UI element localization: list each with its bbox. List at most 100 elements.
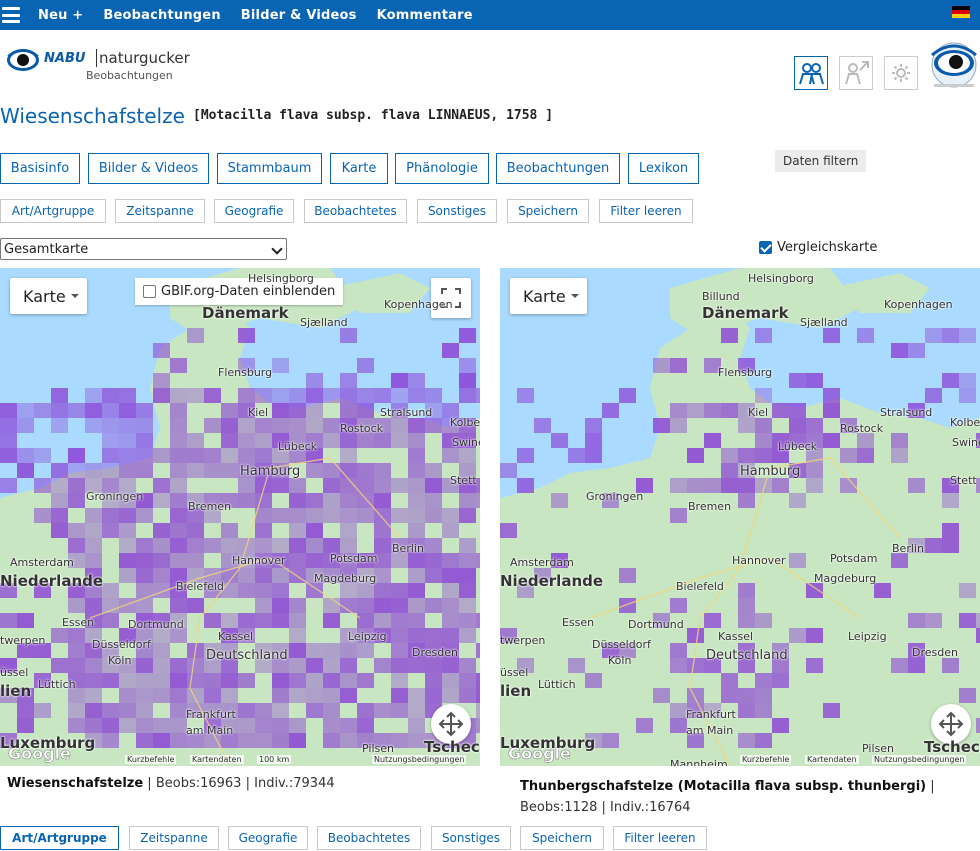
move-arrows-icon — [938, 711, 964, 737]
subfilter-species-group-bottom[interactable]: Art/Artgruppe — [0, 826, 119, 850]
map-city-label: Berlin — [892, 542, 924, 555]
caption-right: Thunbergschafstelze (Motacilla flava sub… — [520, 779, 935, 815]
subfilter-observed-bottom[interactable]: Beobachtetes — [317, 826, 421, 850]
subfilter-timespan-bottom[interactable]: Zeitspanne — [129, 826, 219, 850]
subfilter-save[interactable]: Speichern — [507, 199, 589, 223]
scale-label: 100 km — [257, 755, 292, 764]
map-base — [500, 268, 980, 766]
caption-right-name: Thunbergschafstelze (Motacilla flava sub… — [520, 779, 927, 794]
compare-map-label: Vergleichskarte — [777, 240, 878, 255]
map-type-select[interactable]: Gesamtkarte — [0, 238, 287, 260]
map-data-link[interactable]: Kartendaten — [805, 755, 859, 764]
tab-basisinfo[interactable]: Basisinfo — [0, 153, 80, 184]
gbif-toggle[interactable]: GBIF.org-Daten einblenden — [135, 278, 344, 305]
subfilter-misc-bottom[interactable]: Sonstiges — [431, 826, 511, 850]
map-type-dropdown[interactable]: Karte — [10, 278, 87, 314]
fullscreen-button[interactable] — [431, 278, 471, 318]
map-type-label: Karte — [23, 286, 66, 306]
map-city-label: Düsseldorf — [592, 638, 651, 651]
map-city-label: Deutschland — [206, 648, 288, 663]
user-login-icon[interactable] — [839, 56, 873, 90]
german-flag-icon[interactable] — [952, 6, 970, 18]
subfilter-geography-bottom[interactable]: Geografie — [228, 826, 308, 850]
subfilter-species-group[interactable]: Art/Artgruppe — [0, 199, 106, 223]
nav-observations[interactable]: Beobachtungen — [103, 7, 221, 23]
map-city-label: Kassel — [718, 630, 754, 643]
map-city-label: Potsdam — [330, 552, 378, 565]
google-logo: Google — [508, 744, 571, 763]
map-city-label: Bremen — [688, 500, 732, 513]
map-country-label: Dänemark — [702, 304, 789, 322]
map-city-label: Groningen — [86, 490, 144, 503]
map-country-label: Niederlande — [500, 572, 604, 590]
map-country-label: Tschec — [424, 738, 480, 756]
map-city-label: Bielefeld — [176, 580, 224, 593]
map-city-label: Swinemü — [952, 436, 980, 449]
map-data-link[interactable]: Kartendaten — [190, 755, 244, 764]
shortcuts-link[interactable]: Kurzbefehle — [740, 755, 792, 764]
observation-grid-right — [500, 328, 980, 748]
map-city-label: Hamburg — [740, 464, 801, 479]
filter-data-button[interactable]: Daten filtern — [775, 150, 867, 172]
tab-map[interactable]: Karte — [330, 153, 388, 184]
caption-left-indiv: Indiv.:79344 — [254, 776, 335, 791]
map-city-label: Flensburg — [718, 366, 773, 379]
settings-gear-icon[interactable] — [884, 56, 918, 90]
pan-control-button[interactable] — [931, 704, 971, 744]
shortcuts-link[interactable]: Kurzbefehle — [125, 755, 177, 764]
tab-family-tree[interactable]: Stammbaum — [217, 153, 322, 184]
community-icon[interactable] — [794, 56, 828, 90]
subfilter-observed[interactable]: Beobachtetes — [304, 199, 407, 223]
map-city-label: Deutschland — [706, 648, 788, 663]
map-city-label: Essen — [562, 616, 595, 629]
subfilter-save-bottom[interactable]: Speichern — [520, 826, 604, 850]
map-city-label: am Main — [686, 724, 734, 737]
nav-new[interactable]: Neu + — [38, 7, 84, 23]
compare-map-checkbox[interactable]: Vergleichskarte — [759, 240, 877, 255]
map-city-label: Stralsund — [380, 406, 433, 419]
map-city-label: Bielefeld — [676, 580, 724, 593]
map-city-label: Stett — [950, 474, 977, 487]
map-country-label: lien — [0, 682, 32, 700]
map-type-dropdown[interactable]: Karte — [510, 278, 587, 314]
scientific-name: [Motacilla flava subsp. flava LINNAEUS, … — [193, 108, 554, 123]
map-city-label: Dresden — [412, 646, 458, 659]
naturgucker-logo[interactable]: NABU naturgucker Beobachtungen — [6, 42, 190, 86]
map-city-label: Sjælland — [300, 316, 348, 329]
caret-down-icon — [570, 294, 579, 298]
map-city-label: Leipzig — [348, 630, 387, 643]
terms-link[interactable]: Nutzungsbedingungen — [872, 755, 967, 764]
checkbox-checked-icon[interactable] — [759, 241, 772, 254]
map-city-label: Helsingborg — [748, 272, 814, 285]
map-city-label: Düsseldorf — [92, 638, 151, 651]
subfilter-clear-bottom[interactable]: Filter leeren — [613, 826, 707, 850]
chevron-down-icon — [271, 243, 283, 255]
observation-map-left[interactable]: Karte GBIF.org-Daten einblenden Google K… — [0, 268, 480, 766]
move-arrows-icon — [438, 711, 464, 737]
subfilter-misc[interactable]: Sonstiges — [417, 199, 497, 223]
nav-comments[interactable]: Kommentare — [376, 7, 473, 23]
map-city-label: Kopenhagen — [884, 298, 953, 311]
checkbox-unchecked-icon[interactable] — [143, 285, 156, 298]
tab-phenology[interactable]: Phänologie — [395, 153, 489, 184]
tab-lexicon[interactable]: Lexikon — [628, 153, 699, 184]
nabu-brand: NABU — [44, 51, 86, 66]
nav-media[interactable]: Bilder & Videos — [240, 7, 357, 23]
observation-map-right[interactable]: Karte Google Kurzbefehle Kartendaten Nut… — [500, 268, 980, 766]
naturgucker-name: naturgucker — [96, 49, 190, 67]
map-city-label: Köln — [608, 654, 632, 667]
subfilter-geography[interactable]: Geografie — [214, 199, 294, 223]
caret-down-icon — [70, 294, 79, 298]
globe-eye-logo-icon[interactable] — [928, 41, 980, 91]
subfilter-timespan[interactable]: Zeitspanne — [115, 199, 205, 223]
subfilter-clear[interactable]: Filter leeren — [599, 199, 693, 223]
hamburger-menu-icon[interactable] — [2, 7, 20, 23]
map-country-label: lien — [500, 682, 532, 700]
map-city-label: Sjælland — [800, 316, 848, 329]
tab-observations[interactable]: Beobachtungen — [496, 153, 620, 184]
tab-media[interactable]: Bilder & Videos — [88, 153, 209, 184]
map-type-label: Karte — [523, 286, 566, 306]
map-city-label: Rostock — [840, 422, 884, 435]
terms-link[interactable]: Nutzungsbedingungen — [372, 755, 467, 764]
pan-control-button[interactable] — [431, 704, 471, 744]
